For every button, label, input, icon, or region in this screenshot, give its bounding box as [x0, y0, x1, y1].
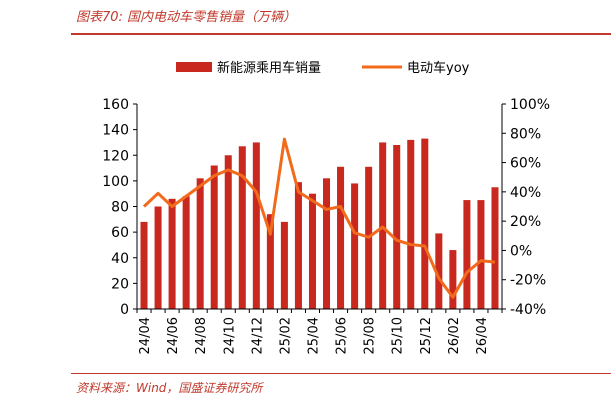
bar-25/03 [294, 182, 302, 309]
bar-26/02 [449, 250, 457, 309]
bar-24/06 [168, 198, 176, 309]
legend-bar-swatch [176, 62, 212, 72]
right-tick-label: 60% [510, 156, 541, 172]
source-rule [71, 373, 611, 374]
x-tick-label: 24/08 [194, 317, 209, 354]
bar-25/10 [393, 145, 401, 309]
x-tick-label: 25/08 [363, 317, 378, 354]
bar-26/04 [477, 200, 485, 309]
legend: 新能源乘用车销量 电动车yoy [176, 60, 470, 76]
bar-25/01 [266, 214, 274, 309]
right-tick-label: -20% [510, 273, 546, 289]
bar-24/11 [238, 146, 246, 309]
left-tick-label: 40 [111, 251, 129, 267]
bar-24/04 [140, 221, 148, 310]
x-tick-label: 24/04 [138, 317, 153, 354]
x-tick-label: 25/06 [335, 317, 350, 354]
axes: 0 20 40 60 80 100 120 140 160 -40% -20% 0% 20% 40% 60%… [102, 97, 550, 354]
x-tick-label: 24/10 [222, 317, 237, 354]
bar-24/10 [224, 155, 232, 309]
bar-25/04 [308, 193, 316, 309]
bar-25/05 [323, 178, 331, 309]
x-tick-label: 24/06 [166, 317, 181, 354]
x-tick-label: 26/04 [475, 317, 490, 354]
bar-25/06 [337, 166, 345, 309]
legend-line-label: 电动车yoy [407, 60, 470, 76]
right-tick-label: 20% [510, 214, 541, 230]
bar-26/01 [435, 233, 443, 309]
x-tick-label: 25/10 [391, 317, 406, 354]
x-tick-label: 25/12 [419, 317, 434, 354]
bar-24/12 [252, 142, 260, 309]
x-tick-label: 24/12 [250, 317, 265, 354]
bar-24/07 [182, 196, 190, 309]
bar-25/07 [351, 183, 359, 309]
x-tick-label: 25/02 [278, 317, 293, 354]
right-tick-label: 100% [510, 97, 550, 113]
legend-bar-label: 新能源乘用车销量 [217, 60, 321, 76]
left-tick-label: 140 [102, 123, 129, 139]
left-tick-label: 160 [102, 97, 129, 113]
left-tick-label: 20 [111, 276, 129, 292]
left-tick-label: 80 [111, 200, 129, 216]
bar-24/09 [210, 165, 218, 309]
right-tick-label: 80% [510, 126, 541, 142]
figure-title: 图表70: 国内电动车零售销量（万辆） [76, 10, 297, 25]
bar-25/12 [421, 138, 429, 309]
right-tick-label: 0% [510, 243, 532, 259]
right-tick-label: -40% [510, 302, 546, 318]
left-tick-label: 100 [102, 174, 129, 190]
bar-26/05 [491, 187, 499, 309]
left-tick-label: 60 [111, 225, 129, 241]
bar-25/02 [280, 221, 288, 310]
bar-series [140, 138, 499, 310]
left-tick-label: 120 [102, 148, 129, 164]
x-tick-label: 25/04 [306, 317, 321, 354]
bar-25/11 [407, 139, 415, 310]
bar-26/03 [463, 200, 471, 309]
bar-24/08 [196, 178, 204, 309]
left-tick-label: 0 [120, 302, 129, 318]
title-rule [71, 33, 611, 35]
right-tick-label: 40% [510, 185, 541, 201]
source-note: 资料来源：Wind，国盛证券研究所 [76, 381, 263, 395]
bar-24/05 [154, 206, 162, 309]
yoy-line [142, 137, 496, 299]
x-tick-label: 26/02 [447, 317, 462, 354]
